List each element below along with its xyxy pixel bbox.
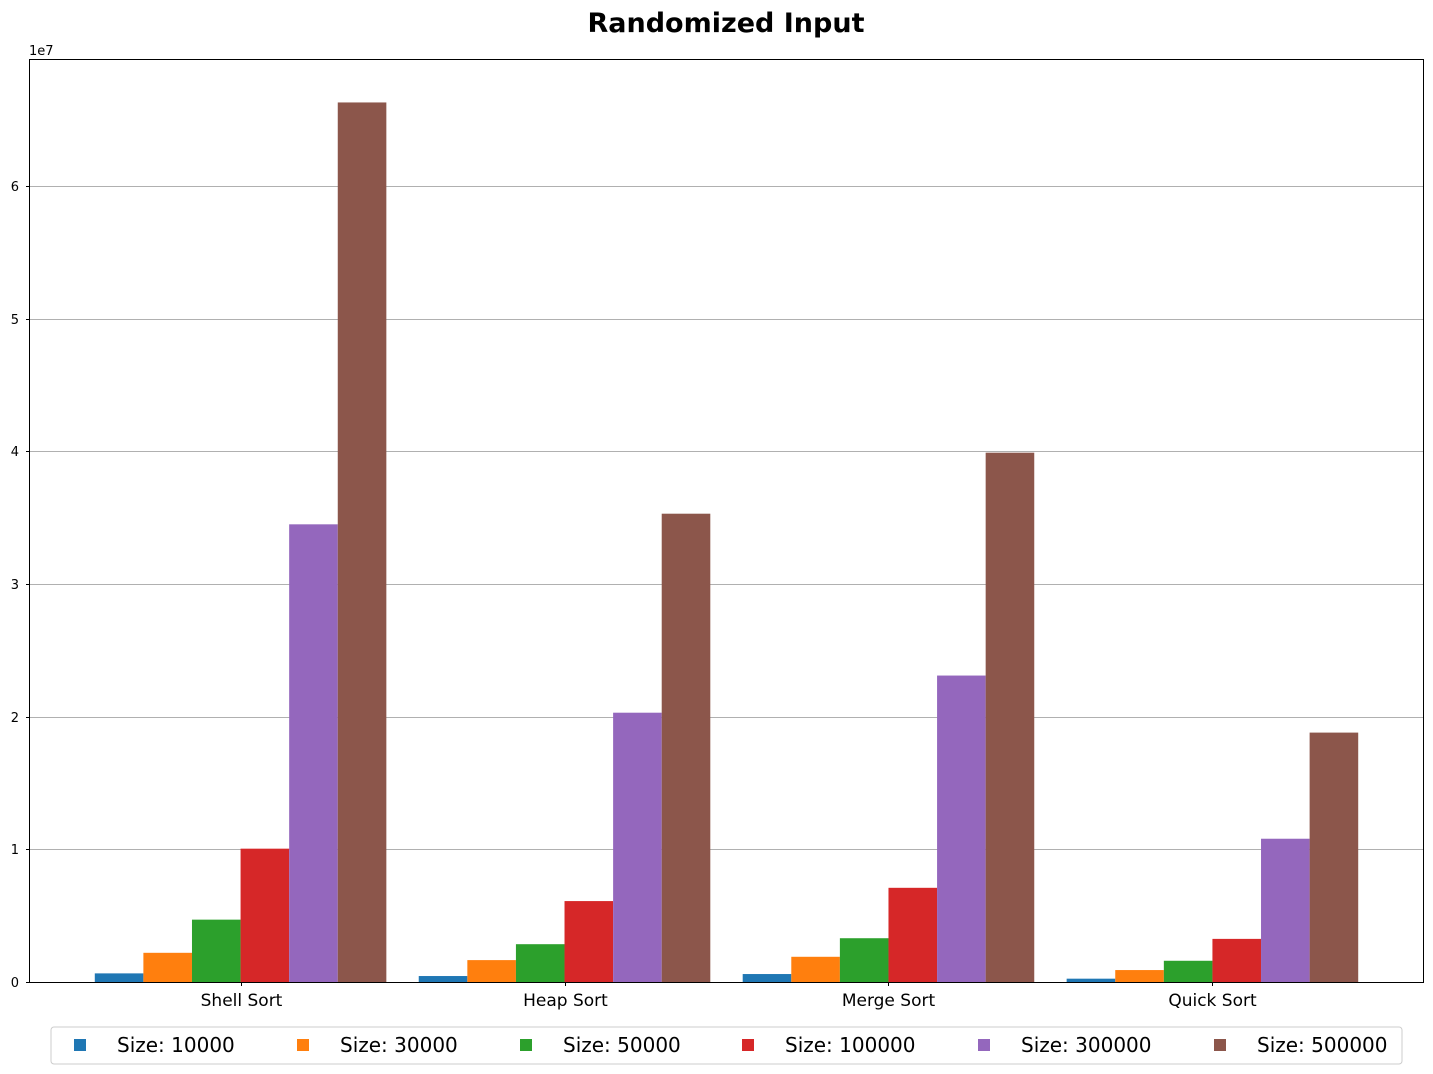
bar: [289, 524, 338, 982]
x-axis: Shell Sort Heap Sort Merge Sort Quick Sort: [201, 982, 1257, 1011]
bar: [1309, 732, 1359, 982]
legend-label: Size: 10000: [117, 1033, 235, 1057]
bar: [418, 976, 468, 982]
bar: [888, 887, 938, 982]
y-tick-label: 2: [11, 711, 19, 726]
bar: [1163, 960, 1213, 982]
bar: [1212, 938, 1262, 982]
bar: [240, 848, 290, 982]
bar: [985, 452, 1035, 982]
bar: [191, 919, 241, 982]
chart-title: Randomized Input: [588, 8, 865, 39]
bar: [791, 956, 840, 982]
bar: [839, 938, 889, 982]
bar: [1066, 978, 1116, 982]
bar: [143, 952, 192, 982]
legend-label: Size: 50000: [563, 1033, 681, 1057]
y-tick-label: 1: [11, 843, 19, 858]
bar: [613, 712, 662, 982]
legend-label: Size: 100000: [785, 1033, 916, 1057]
bar: [1115, 970, 1164, 982]
bar: [742, 974, 792, 982]
x-tick-label: Shell Sort: [201, 991, 283, 1011]
y-tick-label: 0: [11, 976, 19, 991]
y-tick-label: 3: [11, 578, 19, 593]
legend-label: Size: 300000: [1021, 1033, 1152, 1057]
legend-swatch: [520, 1039, 532, 1051]
legend-swatch: [74, 1039, 86, 1051]
bar: [661, 513, 711, 982]
bar: [564, 901, 614, 982]
plot-frame: [29, 59, 1424, 983]
legend-swatch: [297, 1039, 309, 1051]
x-tick-label: Quick Sort: [1168, 991, 1257, 1011]
bar: [337, 102, 387, 982]
grid-lines: [30, 186, 1423, 850]
y-axis: 0 1 2 3 4 5 6: [11, 180, 30, 991]
legend-frame: [50, 1026, 1403, 1065]
bar: [1261, 838, 1310, 982]
x-tick-label: Merge Sort: [842, 991, 936, 1011]
y-tick-label: 5: [11, 313, 19, 328]
y-tick-label: 4: [11, 445, 19, 460]
bar: [515, 944, 565, 982]
legend-label: Size: 30000: [340, 1033, 458, 1057]
legend-swatch: [978, 1039, 990, 1051]
x-tick-label: Heap Sort: [523, 991, 608, 1011]
legend-swatch: [742, 1039, 754, 1051]
legend-label: Size: 500000: [1257, 1033, 1388, 1057]
bar: [467, 960, 516, 982]
bar: [937, 675, 986, 982]
legend: Size: 10000 Size: 30000 Size: 50000 Size: 1…: [50, 1026, 1403, 1065]
y-tick-label: 6: [11, 180, 19, 195]
bar: [94, 973, 144, 982]
legend-swatch: [1214, 1039, 1226, 1051]
bars: [94, 102, 1359, 982]
y-offset-label: 1e7: [29, 44, 54, 59]
